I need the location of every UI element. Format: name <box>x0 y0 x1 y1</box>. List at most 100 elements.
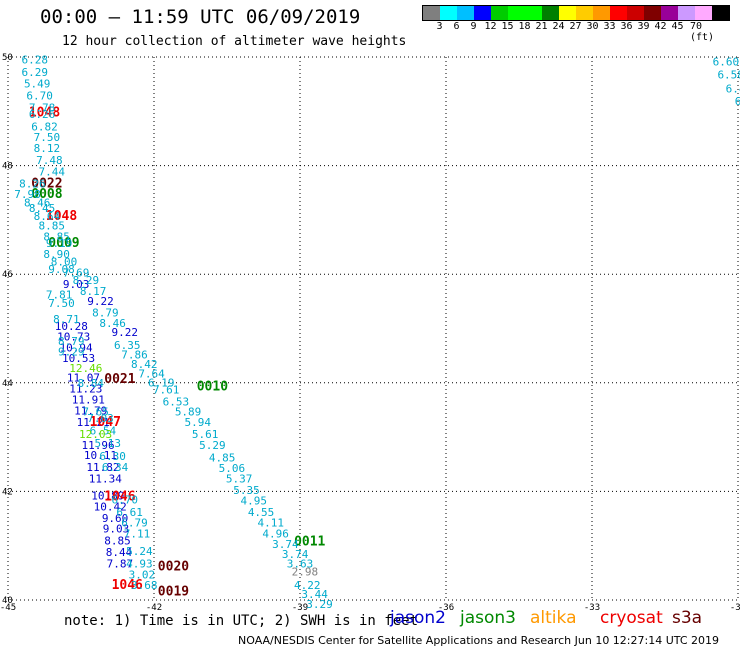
wave-height-label: 4.96 <box>262 528 289 541</box>
wave-height-label: 5.61 <box>192 428 219 441</box>
wave-height-label: 3.68 <box>131 579 158 592</box>
wave-height-label: 8.46 <box>24 196 51 209</box>
wave-height-label: 6.54 <box>90 424 117 437</box>
legend-swatch <box>593 6 610 20</box>
legend-label: 15 <box>501 21 514 32</box>
wave-height-label: 3.63 <box>287 557 314 570</box>
x-tick-label: -45 <box>0 603 16 610</box>
wave-height-label: 11.07 <box>67 372 100 385</box>
wave-height-label: 6.4 <box>726 82 740 95</box>
wave-height-label: 6.70 <box>112 493 139 506</box>
wave-height-label: 9.60 <box>102 512 129 525</box>
x-tick-label: -33 <box>584 603 600 610</box>
wave-height-label: 8.85 <box>43 231 70 244</box>
wave-height-label: 11.21 <box>77 416 110 429</box>
legend-swatch <box>610 6 627 20</box>
legend-label: 9 <box>470 21 477 32</box>
wave-height-label: 11.91 <box>72 393 105 406</box>
wave-height-label: 6.30 <box>99 450 126 463</box>
wave-height-label: 5.13 <box>95 437 122 450</box>
legend-swatch <box>559 6 576 20</box>
wave-height-label: 8.64 <box>34 210 61 223</box>
wave-height-label: 7.86 <box>121 348 148 361</box>
pass-id-label: 1048 <box>29 106 60 121</box>
chart-subtitle: 12 hour collection of altimeter wave hei… <box>62 34 407 49</box>
legend-swatch <box>474 6 491 20</box>
wave-height-label: 6.70 <box>26 89 53 102</box>
chart-title: 00:00 – 11:59 UTC 06/09/2019 <box>40 6 361 28</box>
x-tick-label: -42 <box>146 603 162 610</box>
legend-label: 45 <box>671 21 684 32</box>
legend-label: 33 <box>603 21 616 32</box>
legend-label: 6 <box>453 21 460 32</box>
wave-height-label: 3.74 <box>282 548 309 561</box>
wave-height-label: 7.81 <box>46 289 73 302</box>
wave-height-label: 9.03 <box>103 523 130 536</box>
x-tick-label: -30 <box>730 603 740 610</box>
wave-height-label: 6.26 <box>29 108 56 121</box>
wave-height-label: 9.22 <box>112 326 139 339</box>
legend-swatch <box>491 6 508 20</box>
wave-height-label: 8.17 <box>80 285 107 298</box>
wave-height-label: 6.58 <box>717 69 740 82</box>
wave-height-label: 6 <box>735 95 740 108</box>
wave-height-label: 2.98 <box>292 566 319 579</box>
wave-height-label: 7.65 <box>82 405 109 418</box>
wave-height-label: 11.34 <box>89 473 122 486</box>
legend-swatch <box>644 6 661 20</box>
wave-height-label: 7.03 <box>87 412 114 425</box>
wave-height-label: 7.50 <box>34 131 61 144</box>
wave-height-label: 8.12 <box>34 142 61 155</box>
pass-id-label: 0021 <box>104 372 135 387</box>
y-tick-label: 42 <box>2 487 13 497</box>
wave-height-label: 5.35 <box>233 484 260 497</box>
legend-label: 27 <box>569 21 582 32</box>
wave-height-label: 7.44 <box>39 165 66 178</box>
wave-height-label: 5.89 <box>175 405 202 418</box>
satellite-legend-altika: altika <box>530 608 577 628</box>
wave-height-label: 9.22 <box>87 295 114 308</box>
legend-label: 42 <box>654 21 667 32</box>
wave-height-label: 10.73 <box>57 330 90 343</box>
legend-swatch <box>508 6 525 20</box>
legend-swatch <box>627 6 644 20</box>
legend-label: 21 <box>535 21 548 32</box>
legend-label: 39 <box>637 21 650 32</box>
wave-height-label: 5.49 <box>24 77 51 90</box>
wave-height-label: 4.95 <box>241 494 268 507</box>
legend-swatch <box>457 6 474 20</box>
wave-height-label: 7.61 <box>153 384 180 397</box>
legend-swatch <box>695 6 712 20</box>
y-tick-label: 50 <box>2 53 13 63</box>
wave-height-label: 8.79 <box>92 307 119 320</box>
wave-height-label: 10.11 <box>84 449 117 462</box>
pass-id-label: 1047 <box>90 415 121 430</box>
wave-height-label: 7.11 <box>124 528 151 541</box>
wave-height-label: 9.08 <box>48 263 75 276</box>
wave-height-label: 8.79 <box>58 335 85 348</box>
legend-label: 12 <box>484 21 497 32</box>
wave-height-label: 7.98 <box>14 188 41 201</box>
y-tick-label: 44 <box>2 379 13 389</box>
satellite-legend-jason2: jason2 <box>390 608 446 628</box>
wave-height-label: 8.29 <box>73 274 100 287</box>
wave-height-label: 8.85 <box>104 535 131 548</box>
wave-height-label: 8.44 <box>106 546 133 559</box>
wave-height-label: 10.42 <box>94 500 127 513</box>
wave-height-label: 6.19 <box>148 377 175 390</box>
wave-height-label: 6.60 <box>713 56 740 69</box>
legend-swatch <box>678 6 695 20</box>
pass-id-label: 1048 <box>46 209 77 224</box>
wave-height-label: 10.94 <box>60 341 93 354</box>
pass-id-label: 0008 <box>31 187 62 202</box>
wave-height-label: 8.42 <box>131 358 158 371</box>
legend-swatch <box>525 6 542 20</box>
wave-height-label: 12.46 <box>69 362 102 375</box>
legend-swatch <box>440 6 457 20</box>
satellite-legend-jason3: jason3 <box>460 608 516 628</box>
wave-height-label: 4.22 <box>294 579 321 592</box>
wave-height-label: 8.00 <box>51 256 78 269</box>
wave-height-label: 10.89 <box>91 490 124 503</box>
pass-id-label: 0020 <box>158 560 189 575</box>
